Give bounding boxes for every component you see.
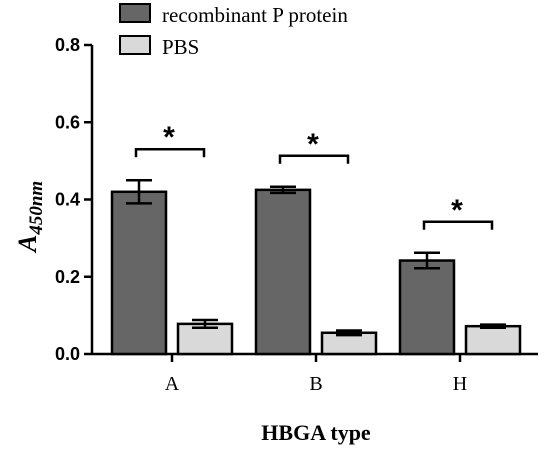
significance-bracket	[422, 220, 494, 230]
bar-recombinant-H	[398, 259, 456, 356]
significance-bracket	[278, 154, 350, 164]
y-axis-title-sub: 450nm	[26, 181, 47, 236]
legend-label-recombinant: recombinant P protein	[162, 3, 348, 27]
bar-recombinant-A	[110, 190, 168, 356]
legend-label-pbs: PBS	[162, 35, 199, 59]
y-tick-label: 0.6	[55, 112, 80, 132]
bar-pbs-H	[464, 324, 522, 356]
y-axis-title: A450nm	[13, 181, 47, 254]
y-axis-title-main: A	[13, 235, 42, 254]
legend-swatch-pbs	[119, 35, 151, 55]
significance-star: *	[163, 121, 175, 154]
significance-bracket	[134, 147, 206, 158]
x-tick-label: A	[165, 373, 180, 395]
significance-star: *	[451, 194, 463, 227]
bar-recombinant-B	[254, 188, 312, 356]
legend-swatch-recombinant	[119, 3, 151, 23]
y-tick-label: 0.0	[55, 344, 80, 364]
y-tick-label: 0.8	[55, 35, 80, 55]
x-tick-label: H	[453, 373, 467, 395]
y-tick-label: 0.4	[55, 190, 80, 210]
x-axis-title: HBGA type	[261, 420, 371, 445]
y-tick-label: 0.2	[55, 267, 80, 287]
legend: recombinant P protein PBS	[119, 3, 348, 59]
y-ticks: 0.0 0.2 0.4 0.6 0.8	[55, 35, 92, 364]
x-tick-label: B	[309, 373, 322, 395]
significance-star: *	[307, 128, 319, 161]
significance-marks: * * *	[134, 121, 494, 230]
bars	[110, 178, 522, 356]
